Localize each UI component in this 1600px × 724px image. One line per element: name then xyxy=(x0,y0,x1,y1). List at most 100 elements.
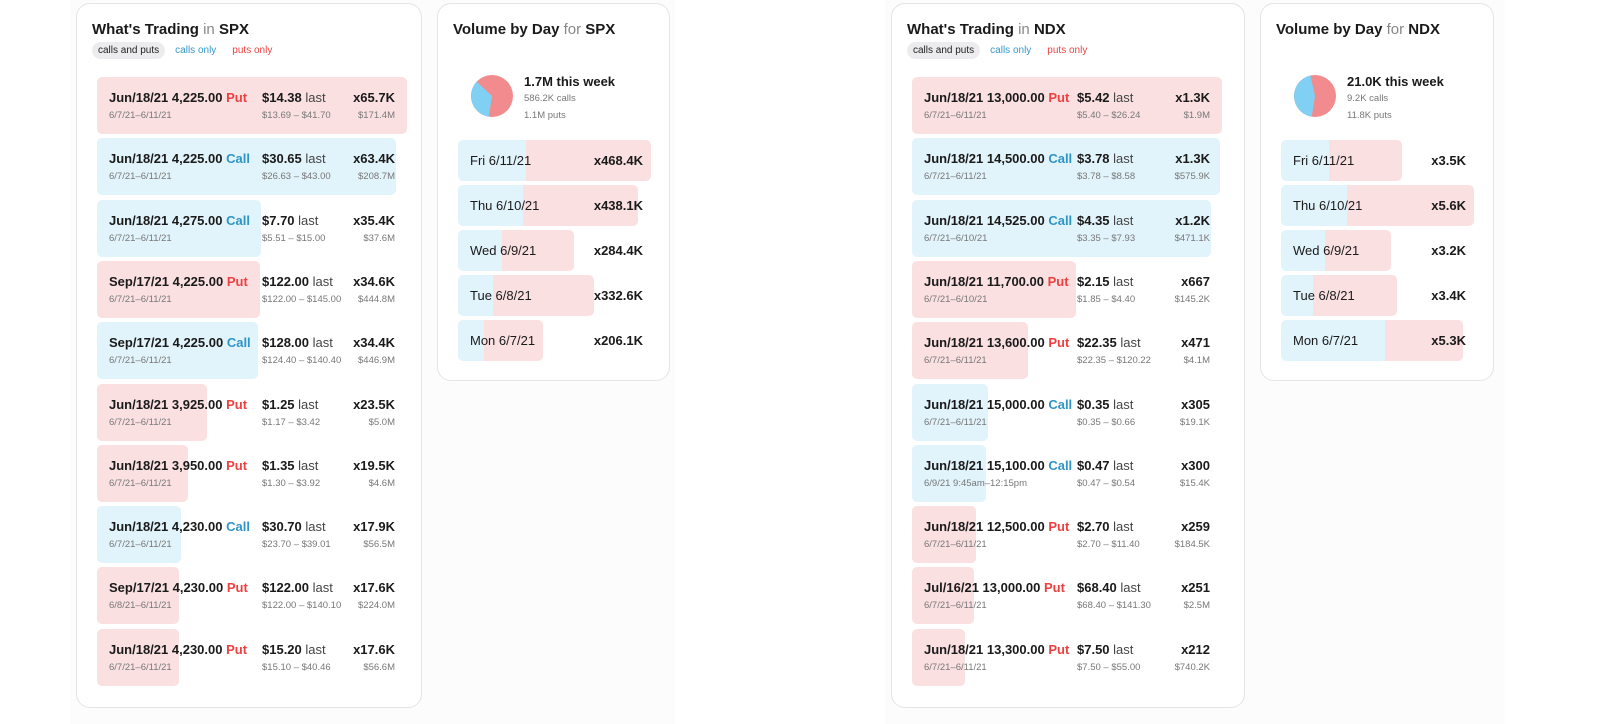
trading-row[interactable]: Jun/18/21 11,700.00 Put 6/7/21–6/10/21 $2.… xyxy=(912,260,1222,318)
option-type: Call xyxy=(226,335,251,351)
price-range: $124.40 – $140.40 xyxy=(262,355,342,367)
notional-value: $4.6M xyxy=(368,477,395,489)
card-title: What's Trading in NDX xyxy=(907,21,1066,38)
contract-label: Jun/18/21 4,230.00 Call xyxy=(109,519,250,535)
contract-label: Jun/18/21 4,225.00 Put xyxy=(109,90,248,105)
contract-label: Jun/18/21 15,000.00 Call xyxy=(924,396,1073,412)
contract-label: Sep/17/21 4,225.00 Put xyxy=(109,273,248,289)
day-volume: x284.4K xyxy=(593,243,643,258)
price-range: $3.35 – $7.93 xyxy=(1077,232,1136,244)
filter-calls-only[interactable]: calls only xyxy=(175,45,217,56)
day-row[interactable]: Wed 6/9/21 x3.2K xyxy=(1281,230,1466,271)
date-range: 6/7/21–6/11/21 xyxy=(109,171,172,183)
volume-bar xyxy=(912,138,1220,196)
day-volume: x3.4K xyxy=(1431,288,1466,303)
day-row[interactable]: Mon 6/7/21 x206.1K xyxy=(458,320,643,361)
date-range: 6/8/21–6/11/21 xyxy=(109,600,172,612)
volume-bar xyxy=(97,444,188,502)
trading-row[interactable]: Jun/18/21 14,525.00 Call 6/7/21–6/10/21 $4… xyxy=(912,199,1222,257)
last-price: $0.47 last xyxy=(1077,457,1134,473)
day-label: Mon 6/7/21 xyxy=(1293,333,1359,348)
day-row[interactable]: Thu 6/10/21 x438.1K xyxy=(458,185,643,226)
contract-label: Jun/18/21 14,525.00 Call xyxy=(924,212,1073,228)
day-row[interactable]: Tue 6/8/21 x3.4K xyxy=(1281,275,1466,316)
card-title: Volume by Day for NDX xyxy=(1276,21,1440,38)
last-price: $68.40 last xyxy=(1077,580,1141,596)
trading-row[interactable]: Jun/18/21 4,230.00 Put 6/7/21–6/11/21 $15.… xyxy=(97,628,407,686)
volume-value: x19.5K xyxy=(353,457,395,473)
day-row[interactable]: Thu 6/10/21 x5.6K xyxy=(1281,185,1474,226)
day-volume: x5.6K xyxy=(1431,198,1466,213)
day-label: Mon 6/7/21 xyxy=(470,333,536,348)
trading-row[interactable]: Jun/18/21 13,600.00 Put 6/7/21–6/11/21 $22… xyxy=(912,322,1222,380)
card-title: What's Trading in SPX xyxy=(92,21,249,38)
trading-row[interactable]: Sep/17/21 4,225.00 Put 6/7/21–6/11/21 $122… xyxy=(97,260,407,318)
day-call-bar xyxy=(1281,230,1325,271)
trading-row[interactable]: Jun/18/21 3,925.00 Put 6/7/21–6/11/21 $1.2… xyxy=(97,383,407,441)
option-type-filter: calls and puts calls only puts only xyxy=(907,42,1093,59)
last-price: $0.35 last xyxy=(1077,396,1134,412)
volume-value: x23.5K xyxy=(353,396,395,412)
trading-row[interactable]: Jun/18/21 13,000.00 Put 6/7/21–6/11/21 $5.… xyxy=(912,77,1222,134)
volume-value: x1.3K xyxy=(1175,90,1210,105)
last-price: $122.00 last xyxy=(262,580,333,596)
option-type: Put xyxy=(1048,641,1070,657)
volume-value: x300 xyxy=(1181,457,1210,473)
date-range: 6/7/21–6/11/21 xyxy=(924,661,987,673)
filter-calls-and-puts[interactable]: calls and puts xyxy=(907,42,981,59)
filter-puts-only[interactable]: puts only xyxy=(1047,45,1088,56)
trading-row[interactable]: Jun/18/21 13,300.00 Put 6/7/21–6/11/21 $7.… xyxy=(912,628,1222,686)
trading-row[interactable]: Jun/18/21 12,500.00 Put 6/7/21–6/11/21 $2.… xyxy=(912,506,1222,564)
last-price: $5.42 last xyxy=(1077,90,1134,105)
price-range: $23.70 – $39.01 xyxy=(262,539,331,551)
notional-value: $145.2K xyxy=(1174,293,1210,305)
trading-row[interactable]: Jun/18/21 15,100.00 Call 6/9/21 9:45am–12… xyxy=(912,444,1222,502)
trading-row[interactable]: Jun/18/21 3,950.00 Put 6/7/21–6/11/21 $1.3… xyxy=(97,444,407,502)
contract-label: Jun/18/21 12,500.00 Put xyxy=(924,519,1070,535)
last-price: $15.20 last xyxy=(262,641,326,657)
trading-row[interactable]: Sep/17/21 4,230.00 Put 6/8/21–6/11/21 $122… xyxy=(97,567,407,625)
volume-bar xyxy=(97,506,181,564)
notional-value: $2.5M xyxy=(1183,600,1210,612)
day-put-bar xyxy=(493,275,594,316)
option-type: Call xyxy=(1048,151,1073,167)
option-type: Put xyxy=(226,457,248,473)
day-row[interactable]: Fri 6/11/21 x468.4K xyxy=(458,140,651,181)
contract-label: Jun/18/21 15,100.00 Call xyxy=(924,457,1073,473)
day-put-bar xyxy=(523,185,638,226)
option-type: Put xyxy=(226,641,248,657)
price-range: $122.00 – $140.10 xyxy=(262,600,342,612)
date-range: 6/7/21–6/11/21 xyxy=(924,600,987,612)
option-type: Put xyxy=(1044,580,1065,596)
trading-row[interactable]: Sep/17/21 4,225.00 Call 6/7/21–6/11/21 $12… xyxy=(97,322,407,380)
day-row[interactable]: Mon 6/7/21 x5.3K xyxy=(1281,320,1466,361)
last-price: $22.35 last xyxy=(1077,335,1141,351)
trading-row[interactable]: Jun/18/21 14,500.00 Call 6/7/21–6/11/21 $3… xyxy=(912,138,1222,196)
last-price: $122.00 last xyxy=(262,273,333,289)
price-range: $0.35 – $0.66 xyxy=(1077,416,1136,428)
calls-puts-pie-chart xyxy=(1294,75,1336,117)
ndx-volume-by-day-card: Volume by Day for NDX 21.0K this week 9.… xyxy=(1260,3,1494,381)
trading-row[interactable]: Jun/18/21 15,000.00 Call 6/7/21–6/11/21 $0… xyxy=(912,383,1222,441)
filter-calls-and-puts[interactable]: calls and puts xyxy=(92,42,166,59)
spx-volume-by-day-card: Volume by Day for SPX 1.7M this week 586… xyxy=(437,3,670,381)
trading-row[interactable]: Jul/16/21 13,000.00 Put 6/7/21–6/11/21 $68… xyxy=(912,567,1222,625)
option-type: Put xyxy=(226,396,248,412)
trading-row[interactable]: Jun/18/21 4,230.00 Call 6/7/21–6/11/21 $30… xyxy=(97,506,407,564)
filter-calls-only[interactable]: calls only xyxy=(990,45,1032,56)
trading-row[interactable]: Jun/18/21 4,275.00 Call 6/7/21–6/11/21 $7.… xyxy=(97,199,407,257)
price-range: $5.40 – $26.24 xyxy=(1077,110,1141,121)
volume-bar xyxy=(97,628,179,686)
day-row[interactable]: Fri 6/11/21 x3.5K xyxy=(1281,140,1466,181)
notional-value: $56.6M xyxy=(363,661,395,673)
price-range: $0.47 – $0.54 xyxy=(1077,477,1136,489)
price-range: $1.85 – $4.40 xyxy=(1077,293,1136,305)
date-range: 6/7/21–6/11/21 xyxy=(924,355,987,367)
filter-puts-only[interactable]: puts only xyxy=(232,45,273,56)
day-row[interactable]: Tue 6/8/21 x332.6K xyxy=(458,275,643,316)
contract-label: Jun/18/21 14,500.00 Call xyxy=(924,151,1073,167)
volume-value: x251 xyxy=(1181,580,1210,596)
day-row[interactable]: Wed 6/9/21 x284.4K xyxy=(458,230,643,271)
trading-row[interactable]: Jun/18/21 4,225.00 Put 6/7/21–6/11/21 $14.… xyxy=(97,77,407,134)
trading-row[interactable]: Jun/18/21 4,225.00 Call 6/7/21–6/11/21 $30… xyxy=(97,138,407,196)
